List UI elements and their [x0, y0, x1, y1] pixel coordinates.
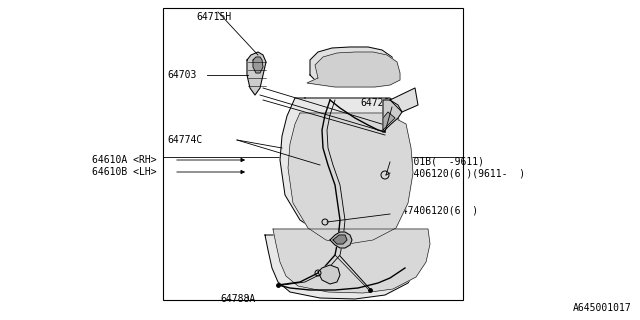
Polygon shape: [383, 112, 395, 130]
Polygon shape: [273, 229, 430, 293]
Polygon shape: [333, 235, 347, 244]
Text: M26001B(  -9611): M26001B( -9611): [390, 156, 484, 166]
Text: 64774C: 64774C: [167, 135, 202, 145]
Text: 64788A: 64788A: [220, 294, 255, 304]
Polygon shape: [280, 98, 405, 236]
Polygon shape: [330, 232, 352, 248]
Polygon shape: [247, 52, 266, 95]
Text: 64610A <RH>: 64610A <RH>: [92, 155, 157, 165]
Polygon shape: [318, 265, 340, 284]
Text: Ⓜ047406120(6  ): Ⓜ047406120(6 ): [390, 205, 478, 215]
Text: A645001017: A645001017: [573, 303, 632, 313]
Polygon shape: [265, 235, 422, 299]
Polygon shape: [307, 52, 400, 87]
Polygon shape: [310, 47, 395, 82]
Polygon shape: [288, 113, 413, 244]
Polygon shape: [383, 100, 402, 132]
Text: 64610B <LH>: 64610B <LH>: [92, 167, 157, 177]
Text: 64715H: 64715H: [196, 12, 231, 22]
Text: 64703: 64703: [167, 70, 196, 80]
Text: 64726I: 64726I: [360, 98, 396, 108]
Polygon shape: [390, 88, 418, 112]
Text: Ⓜ047406120(6 )(9611-  ): Ⓜ047406120(6 )(9611- ): [390, 168, 525, 178]
Bar: [163, 8, 463, 300]
Polygon shape: [253, 57, 263, 73]
